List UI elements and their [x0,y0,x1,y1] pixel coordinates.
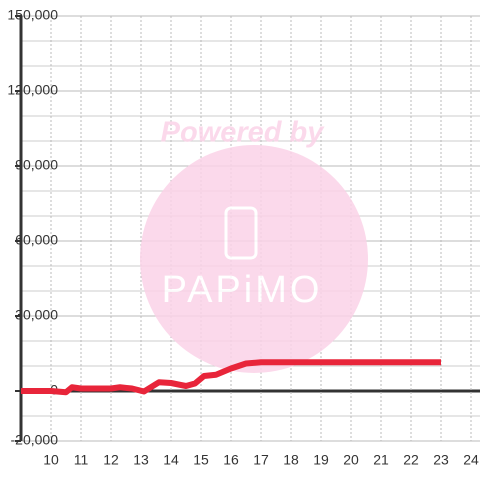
x-tick-label: 16 [223,452,239,468]
x-tick-label: 13 [133,452,149,468]
x-tick-label: 17 [253,452,269,468]
x-tick-label: 15 [193,452,209,468]
x-tick-label: 12 [103,452,119,468]
watermark-text: Powered by [161,117,326,149]
x-tick-label: 19 [313,452,329,468]
y-tick-label: -20,000 [11,432,59,448]
y-tick-label: 30,000 [15,307,58,323]
watermark-logo: PAPiMO [162,269,323,311]
x-tick-label: 18 [283,452,299,468]
x-tick-label: 23 [433,452,449,468]
x-tick-label: 20 [343,452,359,468]
y-tick-label: 150,000 [7,7,58,23]
x-tick-label: 10 [43,452,59,468]
y-tick-label: 90,000 [15,157,58,173]
x-tick-label: 22 [403,452,419,468]
x-tick-label: 14 [163,452,179,468]
x-tick-label: 11 [74,452,89,468]
data-line [21,359,441,396]
y-tick-label: 60,000 [15,232,58,248]
x-tick-label: 21 [373,452,389,468]
y-tick-label: 120,000 [7,82,58,98]
watermark-phone [224,206,258,260]
watermark: Powered by PAPiMO [140,117,368,373]
x-tick-label: 24 [463,452,479,468]
watermark-circle [140,145,368,373]
